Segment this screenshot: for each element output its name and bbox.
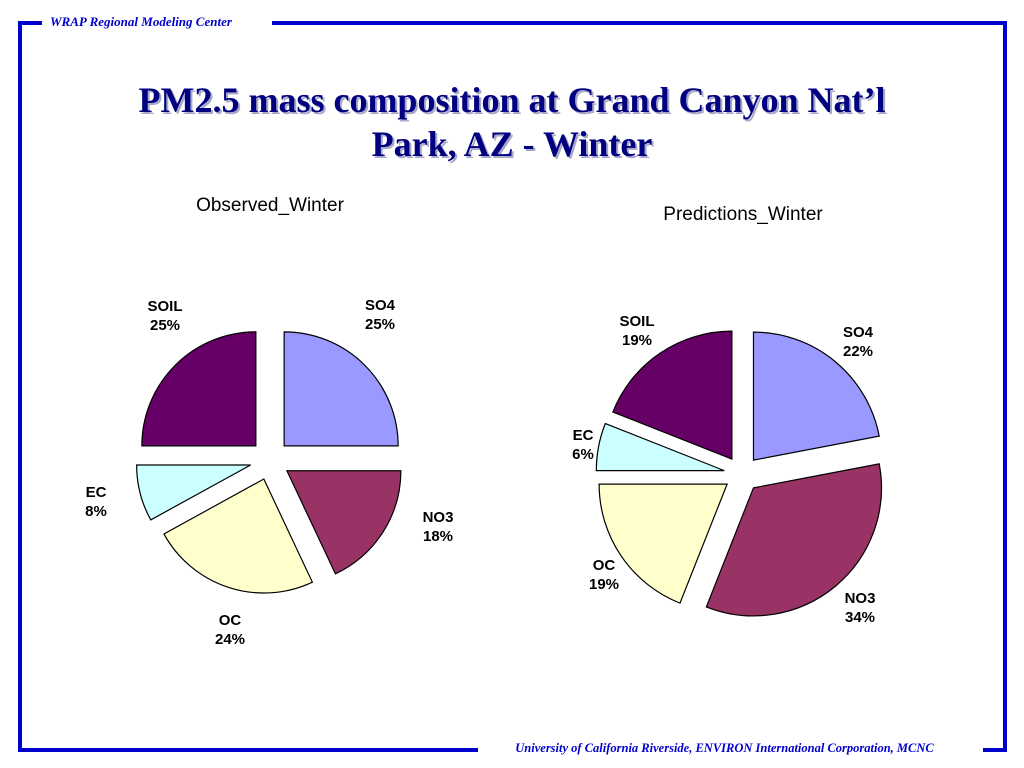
slice-label-soil: SOIL 25%: [147, 298, 182, 334]
slice-label-name: SOIL: [619, 313, 654, 330]
slice-label-percent: 6%: [572, 446, 594, 463]
footer-text: University of California Riverside, ENVI…: [515, 741, 934, 755]
observed-pie-labels: SO4 25%NO3 18%OC 24%EC 8%SOIL 25%: [85, 297, 453, 648]
slice-label-ec: EC 8%: [85, 484, 107, 520]
slice-label-name: SO4: [365, 297, 396, 314]
slice-label-percent: 34%: [845, 609, 875, 626]
slice-label-name: EC: [573, 427, 594, 444]
slice-label-percent: 24%: [215, 631, 245, 648]
frame-top-left-line: [18, 21, 42, 25]
observed-chart-title: Observed_Winter: [196, 195, 345, 216]
pie-slice-so4: [752, 331, 880, 461]
pie-slice-so4: [283, 331, 399, 447]
slice-label-name: SO4: [843, 324, 874, 341]
slice-label-name: NO3: [845, 590, 876, 607]
page-title: PM2.5 mass composition at Grand Canyon N…: [60, 78, 964, 166]
pie-slice-soil: [141, 331, 257, 447]
slice-label-percent: 19%: [622, 332, 652, 349]
slice-label-percent: 8%: [85, 503, 107, 520]
frame-bottom-right-line: [983, 748, 1007, 752]
header-text: WRAP Regional Modeling Center: [50, 14, 232, 29]
slice-label-name: SOIL: [147, 298, 182, 315]
pie-slice-ec: [595, 422, 725, 472]
slice-label-no3: NO3 18%: [423, 509, 454, 545]
pie-slice-no3: [705, 463, 883, 617]
pie-slice-soil: [612, 330, 733, 460]
slice-label-name: NO3: [423, 509, 454, 526]
slice-label-percent: 19%: [589, 576, 619, 593]
slice-label-percent: 25%: [150, 317, 180, 334]
slice-label-soil: SOIL 19%: [619, 313, 654, 349]
predictions-chart-title: Predictions_Winter: [663, 204, 823, 225]
observed-pie-slices: [136, 331, 402, 594]
observed-pie-chart: Observed_Winter SO4 25%NO3 18%OC 24%EC 8%SOI…: [85, 195, 453, 648]
frame-top-right-line: [272, 21, 1007, 25]
slice-label-no3: NO3 34%: [845, 590, 876, 626]
predictions-pie-chart: Predictions_Winter SO4 22%NO3 34%OC 19%EC 6%…: [572, 204, 883, 626]
pie-slice-no3: [285, 470, 402, 575]
slice-label-name: OC: [593, 557, 616, 574]
frame-bottom-left-line: [18, 748, 478, 752]
page-title-line-2: Park, AZ - Winter: [371, 124, 653, 164]
slice-label-oc: OC 24%: [215, 612, 245, 648]
predictions-pie-labels: SO4 22%NO3 34%OC 19%EC 6%SOIL 19%: [572, 313, 875, 626]
pie-slice-oc: [163, 478, 314, 594]
slice-label-ec: EC 6%: [572, 427, 594, 463]
pie-slice-ec: [136, 464, 251, 521]
pie-slice-oc: [598, 483, 728, 604]
slice-label-oc: OC 19%: [589, 557, 619, 593]
slice-label-percent: 22%: [843, 343, 873, 360]
frame-left-line: [18, 21, 22, 752]
slice-label-so4: SO4 25%: [365, 297, 396, 333]
slice-label-name: OC: [219, 612, 242, 629]
predictions-pie-slices: [595, 330, 883, 617]
slice-label-name: EC: [86, 484, 107, 501]
slice-label-percent: 25%: [365, 316, 395, 333]
page-title-line-1: PM2.5 mass composition at Grand Canyon N…: [138, 80, 886, 120]
slice-label-so4: SO4 22%: [843, 324, 874, 360]
frame-right-line: [1003, 21, 1007, 752]
slice-label-percent: 18%: [423, 528, 453, 545]
